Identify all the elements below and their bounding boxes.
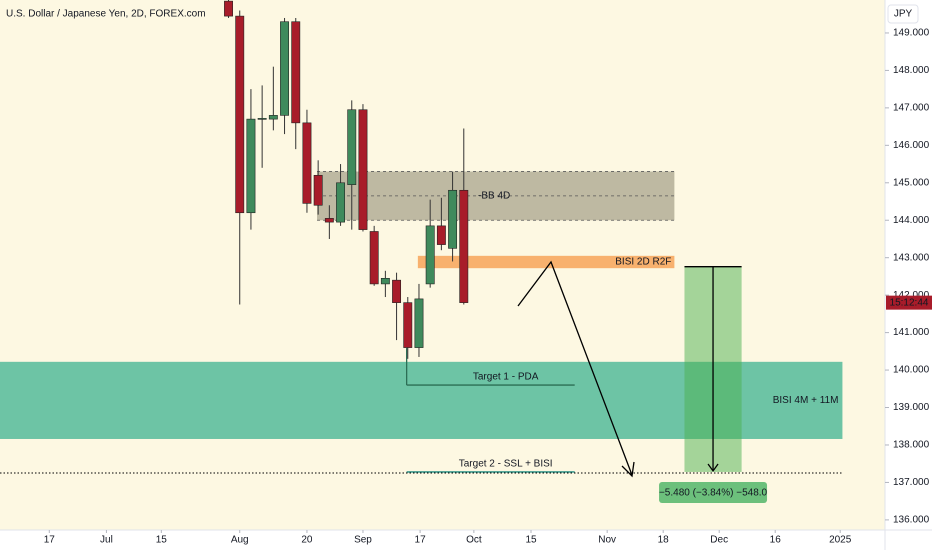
y-tick-label: 143.000 [893,252,930,263]
candle-body [414,298,424,348]
candle-body [403,302,413,348]
zone-label: BISI 4M + 11M [773,395,839,406]
candle-body [224,0,233,17]
x-tick-label: Dec [710,535,728,546]
price-axis [885,0,932,550]
x-tick-label: 17 [415,535,427,546]
x-tick-label: 17 [44,535,56,546]
candle-body [448,189,458,249]
measure-label: −5.480 (−3.84%) −548.0 [659,488,768,499]
candle-body [358,109,368,230]
y-tick-label: 144.000 [893,215,930,226]
x-tick-label: Oct [466,535,482,546]
y-tick-label: 139.000 [893,402,930,413]
candle-body [425,225,435,285]
zone [317,171,675,221]
target-label: Target 2 - SSL + BISI [459,459,553,470]
x-tick-label: Nov [598,535,616,546]
candle-body [347,109,357,185]
x-tick-label: Jul [100,535,113,546]
y-tick-label: 138.000 [893,440,930,451]
candle-body [380,277,390,285]
y-tick-label: 146.000 [893,140,930,151]
candle-body [302,122,312,204]
y-tick-label: 149.000 [893,28,930,39]
candle-body [369,231,379,285]
currency-badge [887,4,919,24]
y-tick-label: 142.000 [893,290,930,301]
candle-body [291,21,301,124]
countdown: 15:12:44 [890,297,929,308]
x-tick-label: Aug [231,535,249,546]
candle-body [313,174,323,206]
candle-body [392,279,402,303]
arrow-head [621,461,635,478]
zone [417,255,675,269]
measure-label-bg [659,481,768,503]
target-label: Target 1 - PDA [473,372,539,383]
currency: JPY [894,9,913,20]
y-tick-label: 147.000 [893,103,930,114]
time-axis [0,530,885,550]
chart-title: U.S. Dollar / Japanese Yen, 2D, FOREX.co… [6,9,206,20]
candle-body [235,15,245,214]
y-tick-label: 141.000 [893,327,930,338]
x-tick-label: Sep [354,535,372,546]
candle-body [436,225,446,245]
zone-label: BISI 2D R2F [615,257,671,268]
candle-body [257,118,267,120]
y-tick-label: 148.000 [893,65,930,76]
candle-body [268,115,278,120]
x-tick-label: 16 [770,535,782,546]
y-tick-label: 140.000 [893,365,930,376]
x-tick-label: 15 [156,535,168,546]
x-tick-label: 18 [658,535,670,546]
candle-body [336,182,346,223]
y-tick-label: 145.000 [893,177,930,188]
x-tick-label: 2025 [829,535,852,546]
y-tick-label: 137.000 [893,477,930,488]
drawn-arrow [517,260,633,476]
zone-label: -BB 4D [478,191,510,202]
measure-head [707,463,719,473]
candle-body [280,21,289,116]
x-tick-label: 15 [525,535,537,546]
price-tag [886,295,932,310]
candle-body [324,218,334,223]
candle-body [459,189,469,303]
candle-body [246,118,256,214]
y-tick-label: 136.000 [893,515,930,526]
x-tick-label: 20 [301,535,313,546]
